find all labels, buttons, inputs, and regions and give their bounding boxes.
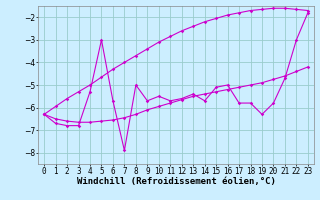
X-axis label: Windchill (Refroidissement éolien,°C): Windchill (Refroidissement éolien,°C) — [76, 177, 276, 186]
